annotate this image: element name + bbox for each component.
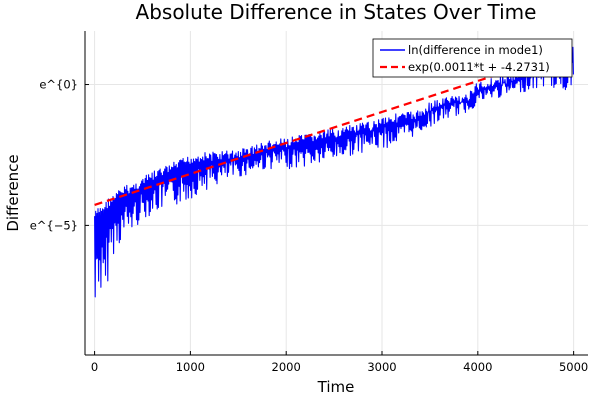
legend-label-mode1: ln(difference in mode1)	[408, 43, 543, 57]
series-layer	[94, 39, 574, 298]
legend-box	[372, 38, 573, 78]
y-tick-label-1: e^{−5}	[30, 218, 78, 232]
x-tick-label-3: 3000	[367, 360, 396, 374]
legend: ln(difference in mode1) exp(0.0011*t + -…	[372, 38, 573, 78]
y-axis-label: Difference	[4, 154, 22, 231]
ticks-layer: 0 1000 2000 3000 4000 5000 e^{0} e^{−5}	[30, 78, 589, 374]
x-tick-label-1: 1000	[176, 360, 205, 374]
y-tick-label-0: e^{0}	[39, 78, 78, 92]
grid-layer	[85, 31, 588, 355]
x-tick-label-2: 2000	[272, 360, 301, 374]
chart-title: Absolute Difference in States Over Time	[136, 0, 537, 24]
series-line-mode1	[94, 39, 574, 298]
x-tick-label-0: 0	[91, 360, 98, 374]
x-tick-label-4: 4000	[463, 360, 492, 374]
legend-label-fit: exp(0.0011*t + -4.2731)	[408, 60, 550, 74]
x-axis-label: Time	[317, 378, 355, 396]
x-tick-label-5: 5000	[559, 360, 588, 374]
